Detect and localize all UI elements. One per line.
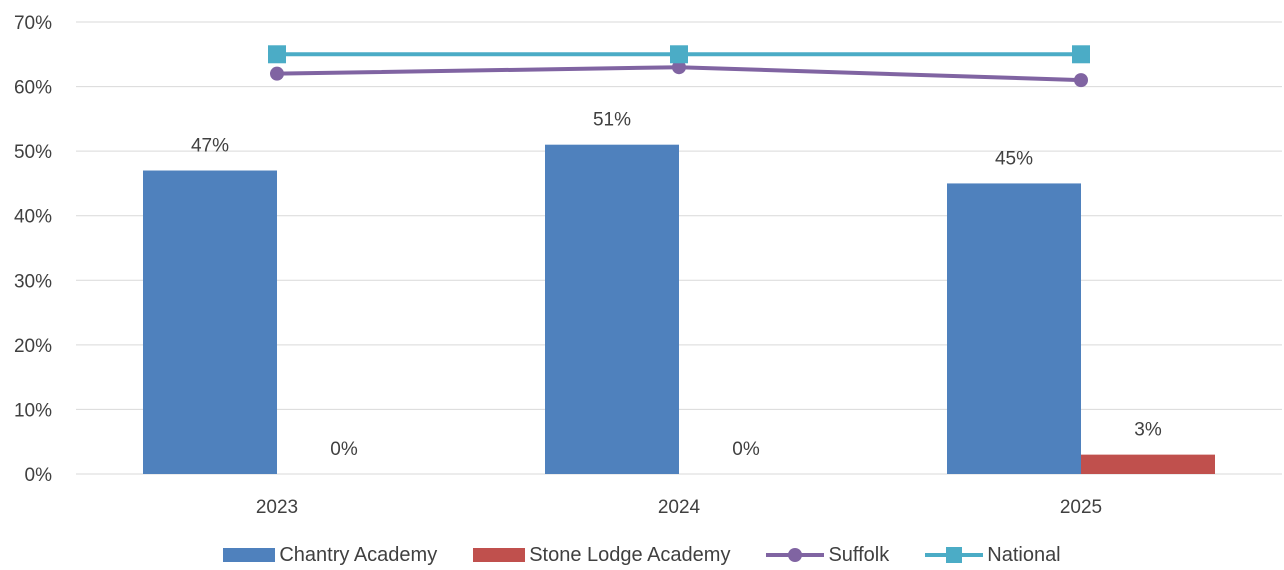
y-tick-label: 0%: [25, 465, 53, 486]
x-tick-label: 2024: [658, 497, 701, 518]
y-tick-label: 20%: [14, 336, 52, 357]
line-point: [270, 66, 284, 81]
y-tick-label: 10%: [14, 400, 52, 421]
y-axis-ticks: 0% 10% 20% 30% 40% 50% 60% 70%: [14, 13, 52, 486]
legend-item-stone-lodge[interactable]: Stone Lodge Academy: [473, 544, 730, 567]
y-tick-label: 50%: [14, 142, 52, 163]
legend-swatch-national: [925, 547, 984, 563]
legend-item-national[interactable]: National: [925, 543, 1061, 567]
bar: [143, 170, 277, 474]
y-tick-label: 40%: [14, 207, 52, 228]
legend-swatch-stone-lodge: [473, 548, 526, 562]
legend-label-stone-lodge: Stone Lodge Academy: [529, 543, 731, 566]
bar: [947, 183, 1081, 474]
line-point: [268, 45, 286, 64]
line-point: [672, 60, 686, 75]
legend-item-suffolk[interactable]: Suffolk: [766, 544, 889, 567]
legend-item-chantry[interactable]: Chantry Academy: [223, 544, 437, 567]
line-point: [1072, 45, 1090, 64]
legend-label-chantry: Chantry Academy: [279, 543, 438, 566]
y-tick-label: 70%: [14, 13, 52, 34]
legend-swatch-suffolk: [766, 548, 825, 562]
data-label: 45%: [995, 148, 1033, 169]
y-tick-label: 30%: [14, 271, 52, 292]
legend-label-suffolk: Suffolk: [828, 543, 890, 566]
data-label: 3%: [1134, 420, 1162, 441]
chart: 0%10%20%30%40%50%60%70% 47%0%51%0%45%3% …: [14, 13, 1282, 518]
x-tick-label: 2023: [256, 497, 298, 518]
lines: [268, 45, 1090, 88]
legend: Chantry Academy Stone Lodge Academy Suff…: [0, 540, 1284, 570]
data-label: 47%: [191, 136, 229, 157]
line-point: [1074, 73, 1088, 88]
bar: [1081, 454, 1215, 474]
data-labels: 47% 0% 51% 0% 45% 3%: [191, 110, 1162, 460]
legend-swatch-chantry: [223, 548, 276, 562]
data-label: 0%: [732, 439, 760, 460]
bar: [545, 144, 679, 474]
data-label: 51%: [593, 110, 631, 131]
legend-label-national: National: [987, 543, 1061, 566]
line-point: [670, 45, 688, 64]
data-label: 0%: [330, 439, 358, 460]
bars: [143, 144, 1215, 474]
y-tick-label: 60%: [14, 78, 52, 99]
x-axis-ticks: 2023 2024 2025: [256, 497, 1102, 518]
x-tick-label: 2025: [1060, 497, 1102, 518]
